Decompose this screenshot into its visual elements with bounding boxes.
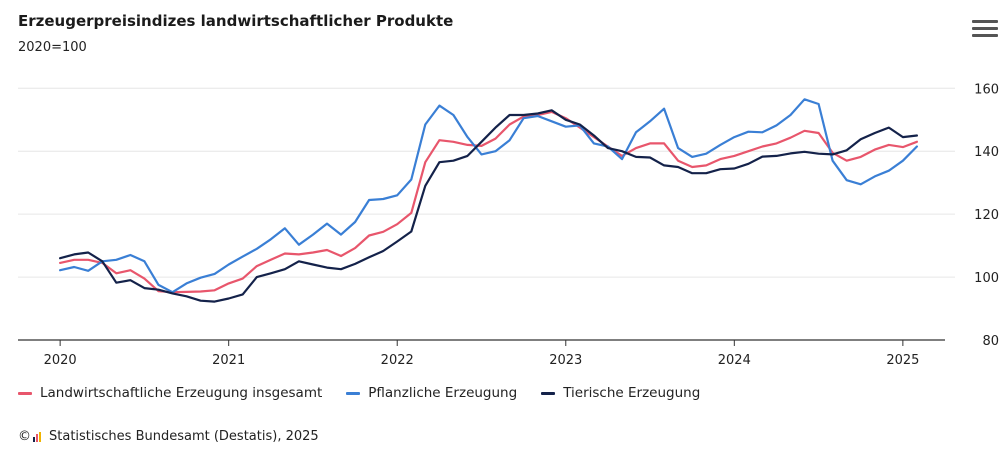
x-tick-label-2021: 2021 [212,353,245,368]
y-tick-label-80: 80 [982,334,999,349]
series-line-gesamt [58,110,919,294]
x-axis-labels: 2020 2021 2022 2023 2024 2025 [44,353,920,368]
series-lines [58,98,919,303]
source-credit: © Statistisches Bundesamt (Destatis), 20… [18,429,319,444]
x-tick-label-2025: 2025 [886,353,919,368]
credit-text: Statistisches Bundesamt (Destatis), 2025 [49,429,319,444]
legend-item-tierisch[interactable]: Tierische Erzeugung [541,385,700,401]
legend-label-gesamt: Landwirtschaftliche Erzeugung insgesamt [40,385,323,401]
series-line-pflanzlich [58,98,919,294]
destatis-logo-icon [33,431,45,442]
x-tick-label-2024: 2024 [718,353,751,368]
chart-title: Erzeugerpreisindizes landwirtschaftliche… [18,12,454,30]
y-axis-labels: 80 100 120 140 160 [974,82,999,349]
copyright-symbol: © [18,429,31,444]
y-tick-label-100: 100 [974,271,999,286]
legend-label-tierisch: Tierische Erzeugung [563,385,701,401]
legend-swatch-gesamt [18,391,32,395]
grid-lines [18,87,955,278]
line-chart: 80 100 120 140 160 2020 2021 2022 2023 2024 2025 [18,82,999,368]
chart-subtitle: 2020=100 [18,40,87,55]
y-tick-label-120: 120 [974,208,999,223]
legend-label-pflanzlich: Pflanzliche Erzeugung [368,385,518,401]
legend-swatch-tierisch [541,391,556,395]
x-tick-label-2020: 2020 [44,353,77,368]
legend: Landwirtschaftliche Erzeugung insgesamt … [18,382,724,404]
x-axis [18,339,945,346]
y-tick-label-160: 160 [974,82,999,97]
x-tick-label-2022: 2022 [381,353,414,368]
legend-item-pflanzlich[interactable]: Pflanzliche Erzeugung [346,385,517,401]
legend-item-gesamt[interactable]: Landwirtschaftliche Erzeugung insgesamt [18,385,322,401]
y-tick-label-140: 140 [974,145,999,160]
legend-swatch-pflanzlich [346,391,361,395]
series-line-tierisch [58,109,919,303]
hamburger-icon[interactable] [972,20,998,40]
x-tick-label-2023: 2023 [549,353,582,368]
